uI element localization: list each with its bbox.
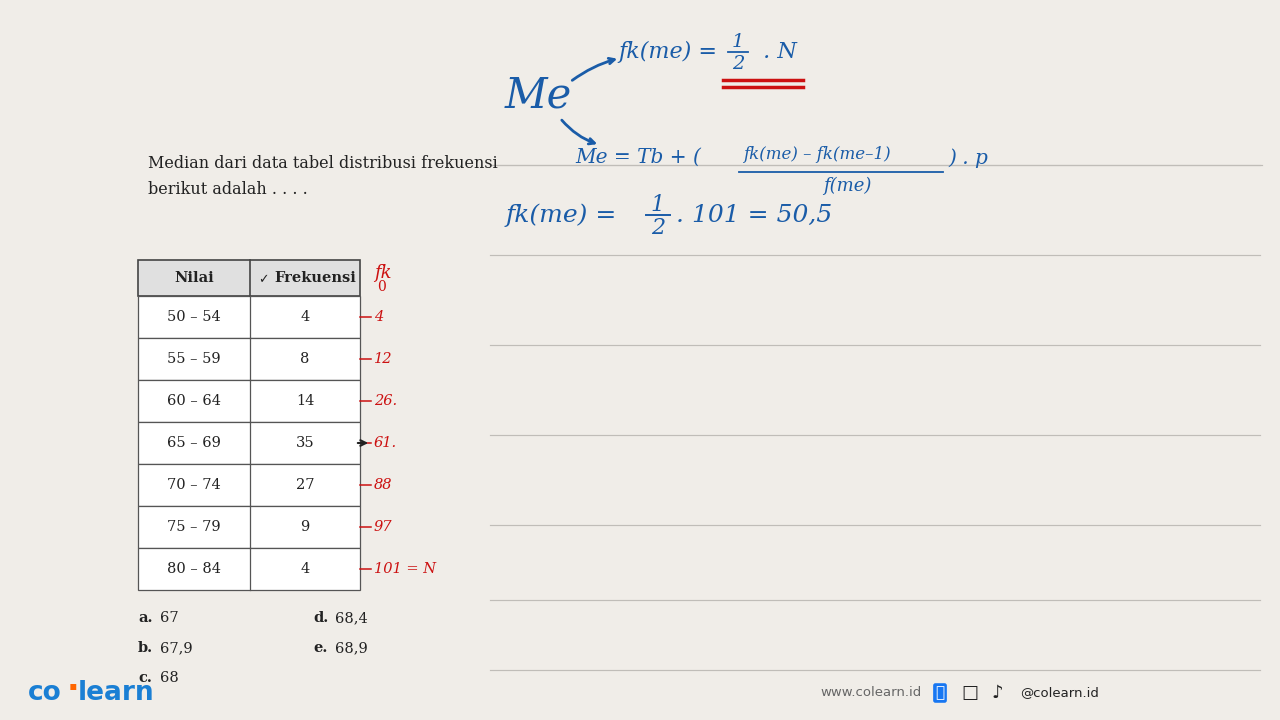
- Text: : : [936, 685, 945, 701]
- Text: fk(me) =: fk(me) =: [618, 41, 717, 63]
- Text: 55 – 59: 55 – 59: [168, 352, 221, 366]
- Text: c.: c.: [138, 671, 152, 685]
- Text: 67,9: 67,9: [160, 641, 192, 655]
- Text: 1: 1: [652, 194, 666, 216]
- Bar: [138, 296, 360, 338]
- Bar: [138, 380, 360, 422]
- Text: 50 – 54: 50 – 54: [168, 310, 221, 324]
- Text: ) . p: ) . p: [948, 148, 988, 168]
- Text: d.: d.: [314, 611, 328, 625]
- Text: a.: a.: [138, 611, 152, 625]
- Text: 61.: 61.: [374, 436, 397, 450]
- Text: e.: e.: [314, 641, 328, 655]
- Text: 70 – 74: 70 – 74: [168, 478, 221, 492]
- Text: Median dari data tabel distribusi frekuensi
berikut adalah . . . .: Median dari data tabel distribusi frekue…: [148, 155, 498, 198]
- Text: co: co: [28, 680, 61, 706]
- Text: ♪: ♪: [991, 684, 1002, 702]
- Text: learn: learn: [78, 680, 155, 706]
- Text: Frekuensi: Frekuensi: [274, 271, 356, 285]
- Text: 68,9: 68,9: [335, 641, 367, 655]
- Text: ·: ·: [67, 673, 79, 706]
- Text: Nilai: Nilai: [174, 271, 214, 285]
- Text: 8: 8: [301, 352, 310, 366]
- Text: 26.: 26.: [374, 394, 397, 408]
- Text: 0: 0: [378, 280, 385, 294]
- Text: 9: 9: [301, 520, 310, 534]
- Text: 67: 67: [160, 611, 179, 625]
- Bar: [138, 338, 360, 380]
- Bar: [138, 422, 360, 464]
- Text: ✓: ✓: [259, 274, 269, 287]
- Text: 2: 2: [652, 217, 666, 239]
- Text: 12: 12: [374, 352, 393, 366]
- Bar: [138, 506, 360, 548]
- Text: . N: . N: [756, 41, 797, 63]
- Text: 27: 27: [296, 478, 315, 492]
- Text: 60 – 64: 60 – 64: [166, 394, 221, 408]
- Bar: [138, 464, 360, 506]
- Text: Me: Me: [506, 74, 572, 116]
- Text: 88: 88: [374, 478, 393, 492]
- Bar: [138, 260, 360, 296]
- Text: 4: 4: [374, 310, 383, 324]
- Text: 14: 14: [296, 394, 314, 408]
- Text: 101 = N: 101 = N: [374, 562, 436, 576]
- Text: 2: 2: [732, 55, 744, 73]
- Text: fk: fk: [374, 264, 392, 282]
- Text: 4: 4: [301, 310, 310, 324]
- Text: 68: 68: [160, 671, 179, 685]
- Text: 1: 1: [732, 33, 744, 51]
- Text: □: □: [961, 684, 978, 702]
- Text: fk(me) – fk(me–1): fk(me) – fk(me–1): [742, 146, 891, 163]
- Text: f(me): f(me): [823, 177, 872, 195]
- Text: 35: 35: [296, 436, 315, 450]
- Text: 97: 97: [374, 520, 393, 534]
- Text: @colearn.id: @colearn.id: [1020, 686, 1098, 700]
- Text: Me = Tb + (: Me = Tb + (: [575, 148, 701, 167]
- Text: 4: 4: [301, 562, 310, 576]
- Text: fk(me) =: fk(me) =: [506, 203, 617, 227]
- Text: . 101 = 50,5: . 101 = 50,5: [676, 204, 832, 227]
- Bar: [138, 548, 360, 590]
- Text: 65 – 69: 65 – 69: [168, 436, 221, 450]
- Text: b.: b.: [138, 641, 154, 655]
- Text: 68,4: 68,4: [335, 611, 367, 625]
- Text: 75 – 79: 75 – 79: [168, 520, 221, 534]
- Text: 80 – 84: 80 – 84: [166, 562, 221, 576]
- Text: www.colearn.id: www.colearn.id: [820, 686, 922, 700]
